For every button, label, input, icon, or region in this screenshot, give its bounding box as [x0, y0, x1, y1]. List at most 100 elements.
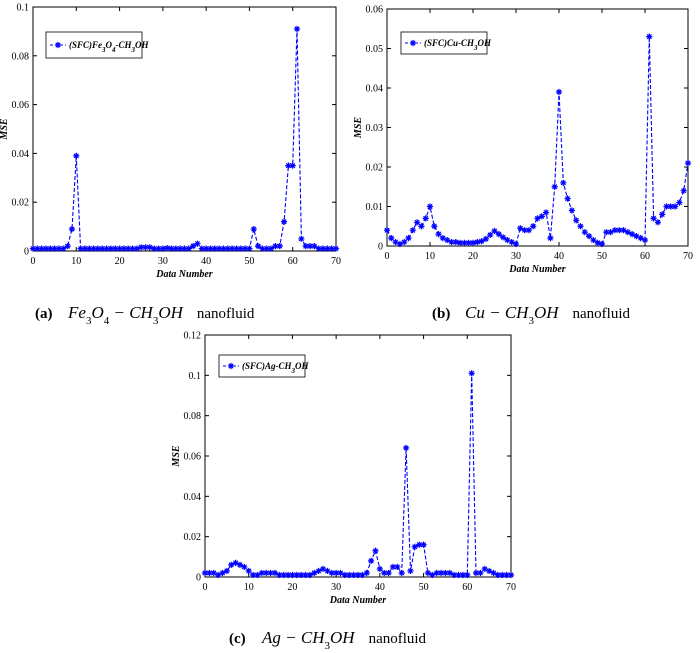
data-point [508, 238, 515, 246]
data-point [233, 245, 240, 252]
data-point [418, 223, 425, 230]
data-point [194, 240, 201, 247]
data-point [254, 243, 262, 250]
caption-tag: (a) [35, 306, 53, 322]
data-point [99, 245, 106, 252]
data-point [429, 571, 436, 579]
data-point [581, 229, 588, 236]
y-tick-label: 0.06 [184, 452, 202, 463]
data-point [151, 245, 158, 252]
data-point [73, 152, 80, 159]
legend-marker [54, 41, 62, 49]
x-tick-label: 60 [288, 256, 298, 267]
data-point [446, 569, 453, 577]
x-tick-label: 10 [244, 582, 254, 593]
data-point [267, 569, 274, 577]
data-point [263, 245, 270, 252]
data-point [405, 235, 412, 242]
y-tick-label: 0.08 [12, 51, 30, 62]
data-point [201, 569, 209, 577]
data-point [383, 227, 391, 234]
data-point [590, 236, 597, 244]
legend-marker [227, 362, 235, 370]
data-point [237, 245, 244, 252]
data-point [654, 219, 661, 226]
data-point [311, 569, 318, 577]
x-tick-label: 10 [71, 256, 81, 267]
series-line [33, 28, 336, 250]
data-point [500, 234, 507, 241]
data-point [146, 244, 153, 251]
data-point [490, 569, 497, 577]
data-point [385, 569, 392, 577]
x-tick-label: 70 [331, 256, 341, 267]
data-point [324, 245, 331, 252]
data-point [560, 179, 567, 186]
data-point [198, 245, 205, 252]
x-tick-label: 10 [425, 251, 435, 262]
data-point [203, 245, 210, 252]
data-point [512, 240, 520, 248]
data-point [465, 239, 472, 246]
data-point [181, 245, 188, 252]
data-point [346, 571, 353, 579]
data-point [250, 225, 257, 233]
data-point [499, 571, 506, 579]
data-point [482, 235, 489, 242]
legend-box [400, 31, 488, 55]
data-point [439, 235, 446, 242]
x-tick-label: 40 [375, 582, 385, 593]
data-point [469, 239, 477, 246]
chart-panel-c: 0 10 20 30 40 50 60 70 0 0.02 0.04 0.06 0.08 0.1 0.12 D… [171, 331, 516, 653]
data-point [107, 245, 115, 252]
y-tick-label: 0 [378, 242, 383, 253]
x-tick-label: 50 [244, 256, 254, 267]
y-tick-label: 0.08 [184, 411, 202, 422]
data-point [172, 245, 179, 252]
panel-caption: (a) Fe3O4 − CH3OH nanofluid [35, 303, 255, 327]
data-point [246, 245, 253, 252]
x-tick-label: 30 [158, 256, 168, 267]
data-point [472, 569, 480, 577]
data-point [376, 565, 383, 573]
data-point [568, 207, 575, 214]
data-point [298, 235, 305, 242]
data-point [416, 541, 423, 548]
data-point [245, 567, 252, 575]
data-point [381, 569, 388, 577]
panel-caption: (c) Ag − CH3OH nanofluid [229, 628, 427, 652]
data-point [401, 238, 408, 246]
data-point [437, 569, 445, 577]
data-point [311, 243, 318, 250]
data-point [306, 243, 314, 250]
data-point [138, 244, 145, 251]
caption-word: nanofluid [369, 631, 427, 647]
caption-formula: Ag − CH3OH [261, 628, 356, 652]
data-point [47, 245, 54, 252]
data-point [517, 225, 524, 232]
data-point [142, 244, 149, 251]
data-point [494, 571, 501, 579]
y-axis-label: MSE [171, 445, 182, 467]
data-point [77, 245, 84, 252]
y-axis-label: MSE [353, 117, 364, 139]
legend-label: (SFC)Ag-CH3OH [242, 361, 310, 375]
data-point [455, 571, 462, 579]
data-point [543, 209, 550, 216]
caption-formula: Fe3O4 − CH3OH [67, 303, 185, 327]
caption-word: nanofluid [197, 306, 255, 322]
data-point [324, 567, 331, 575]
data-point [598, 240, 606, 248]
y-tick-label: 0.06 [12, 100, 30, 111]
data-point [333, 569, 340, 577]
data-point [116, 245, 123, 252]
data-point [474, 238, 481, 246]
data-point [302, 243, 309, 250]
data-point [267, 245, 275, 252]
x-tick-label: 70 [683, 251, 693, 262]
data-point [29, 245, 37, 252]
data-point [659, 211, 666, 218]
data-point [81, 245, 89, 252]
data-point [555, 88, 563, 96]
data-point [633, 233, 640, 240]
